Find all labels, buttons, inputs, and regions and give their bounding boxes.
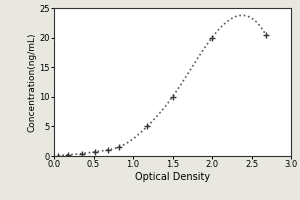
Y-axis label: Concentration(ng/mL): Concentration(ng/mL) xyxy=(28,32,37,132)
X-axis label: Optical Density: Optical Density xyxy=(135,172,210,182)
